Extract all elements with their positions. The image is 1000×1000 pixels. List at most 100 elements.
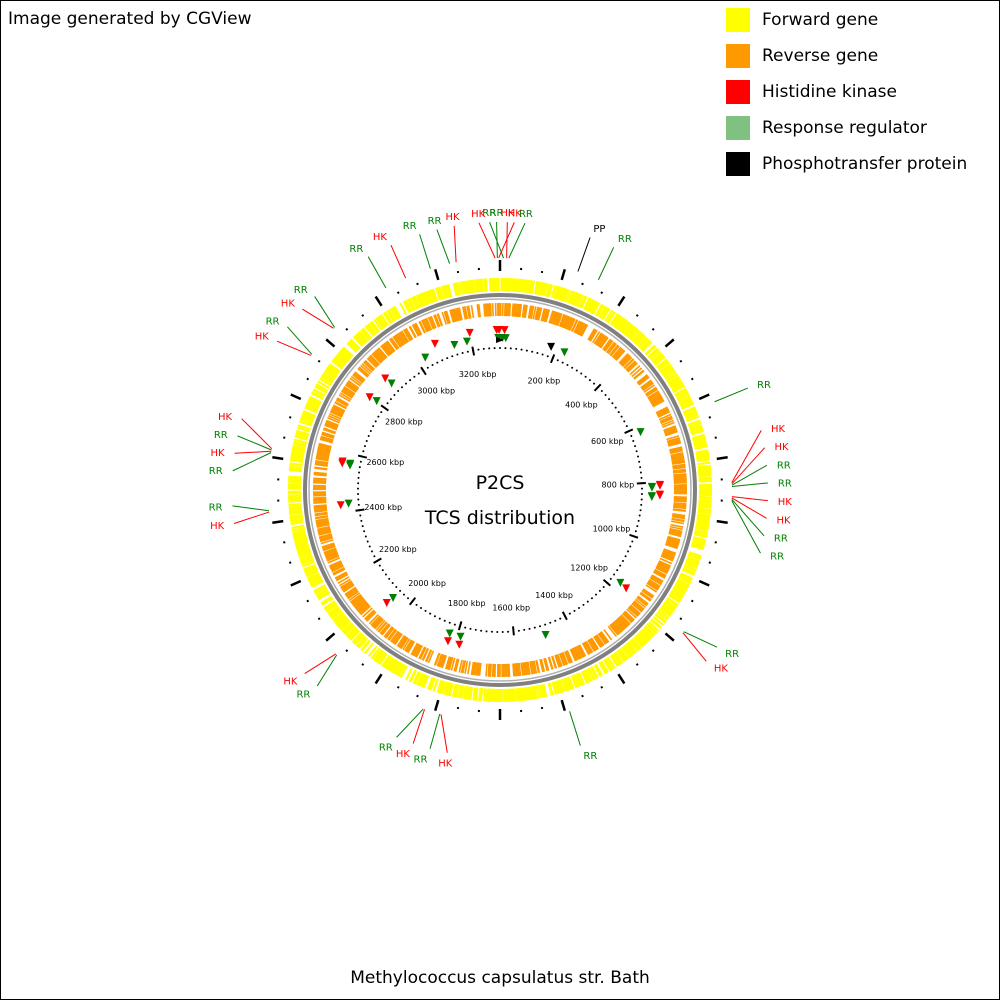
hk-callout-line <box>304 653 337 674</box>
forward-gene-block <box>436 679 443 693</box>
forward-gene-block <box>676 391 689 400</box>
forward-gene-block <box>416 672 424 686</box>
forward-gene-block <box>322 371 335 382</box>
reverse-gene-block <box>520 662 524 676</box>
forward-gene-block <box>487 688 491 702</box>
forward-gene-block <box>416 294 424 308</box>
hk-marker <box>455 640 464 649</box>
forward-gene-block <box>593 664 602 678</box>
ruler-minor-tick <box>568 612 571 615</box>
reverse-gene-block <box>665 430 678 437</box>
reverse-gene-block <box>331 564 344 572</box>
reverse-gene-block <box>336 397 349 406</box>
forward-gene-block <box>695 526 709 532</box>
forward-gene-block <box>641 341 653 352</box>
outer-major-tick <box>698 393 710 401</box>
forward-gene-block <box>305 402 319 410</box>
reverse-gene-block <box>671 457 685 462</box>
forward-gene-block <box>516 278 520 292</box>
reverse-gene-block <box>332 405 345 413</box>
forward-gene-block <box>290 457 304 462</box>
kbp-tick-label: 3000 kbp <box>417 387 455 396</box>
ruler-minor-tick <box>639 471 642 474</box>
forward-gene-block <box>295 543 309 550</box>
reverse-gene-block <box>646 582 659 591</box>
forward-gene-block <box>695 450 709 456</box>
reverse-gene-block <box>672 466 686 470</box>
reverse-gene-block <box>375 349 386 361</box>
forward-gene-block <box>317 591 331 601</box>
reverse-gene-block <box>362 607 373 618</box>
ruler-minor-tick <box>431 364 434 367</box>
rr-label: RR <box>209 502 223 513</box>
legend-swatch-histidine-kinase <box>726 80 750 104</box>
reverse-gene-block <box>651 398 664 407</box>
outer-major-tick <box>374 673 383 685</box>
reverse-gene-block <box>483 303 486 317</box>
tcs-feature-labels: RR HK RRPPRRRRHKHKRRRRHKHKRRRRRRHKRRHKRRHK… <box>209 208 793 770</box>
forward-gene-block <box>674 584 687 593</box>
ruler-minor-tick <box>368 545 371 548</box>
kbp-tick-label: 2800 kbp <box>385 418 423 427</box>
outer-minor-tick <box>679 617 683 621</box>
forward-gene-block <box>288 505 302 509</box>
forward-gene-block <box>697 513 711 518</box>
ruler-minor-tick <box>389 398 392 401</box>
reverse-gene-block <box>565 316 572 330</box>
hk-callout-line <box>682 632 707 662</box>
hk-callout-line <box>440 714 448 753</box>
reverse-gene-block <box>454 308 460 322</box>
reverse-gene-block <box>430 315 437 329</box>
reverse-gene-block <box>673 498 687 502</box>
forward-gene-block <box>294 434 308 441</box>
ruler-minor-tick <box>584 375 587 378</box>
reverse-gene-block <box>317 449 331 455</box>
reverse-gene-block <box>639 592 651 602</box>
ruler-minor-tick <box>357 487 360 490</box>
outer-minor-tick <box>306 377 310 381</box>
reverse-gene-block <box>625 360 637 371</box>
reverse-gene-block <box>393 335 403 347</box>
forward-gene-block <box>694 445 708 450</box>
reverse-gene-block <box>513 663 517 677</box>
reverse-gene-block <box>328 414 341 422</box>
reverse-gene-block <box>397 635 407 648</box>
ruler-minor-tick <box>415 603 418 606</box>
reverse-gene-block <box>514 303 517 317</box>
ruler-minor-tick <box>448 621 451 624</box>
legend-label-reverse-gene: Reverse gene <box>762 46 879 66</box>
legend-item-forward-gene: Forward gene <box>726 8 967 44</box>
ruler-minor-tick <box>632 440 635 443</box>
reverse-gene-block <box>578 644 587 657</box>
forward-gene-block <box>399 665 408 678</box>
reverse-gene-block <box>550 311 556 324</box>
forward-gene-block <box>667 375 680 385</box>
forward-gene-block <box>431 288 439 302</box>
ruler-minor-tick <box>634 445 637 448</box>
reverse-gene-block <box>324 550 338 557</box>
ruler-major-tick <box>380 404 389 412</box>
reverse-gene-block <box>346 381 359 391</box>
reverse-gene-block <box>363 360 375 371</box>
ruler-minor-tick <box>507 630 510 633</box>
forward-gene-block <box>370 320 381 333</box>
reverse-gene-block <box>640 379 652 389</box>
kbp-tick-label: 3200 kbp <box>459 370 497 379</box>
reverse-gene-block <box>402 638 411 651</box>
reverse-gene-block <box>657 563 670 571</box>
reverse-gene-block <box>383 626 393 638</box>
reverse-gene-block <box>648 579 661 588</box>
forward-gene-block <box>375 317 385 330</box>
map-center-title: P2CS <box>475 472 525 494</box>
forward-gene-block <box>462 685 467 700</box>
forward-gene-block <box>355 333 367 345</box>
ruler-minor-tick <box>600 390 603 393</box>
ruler-minor-tick <box>456 353 459 356</box>
forward-gene-block <box>678 396 692 405</box>
reverse-gene-block <box>313 471 327 475</box>
reverse-gene-block <box>317 446 331 451</box>
forward-gene-block <box>698 505 712 509</box>
ruler-major-tick <box>549 354 556 364</box>
reverse-gene-block <box>627 362 638 373</box>
